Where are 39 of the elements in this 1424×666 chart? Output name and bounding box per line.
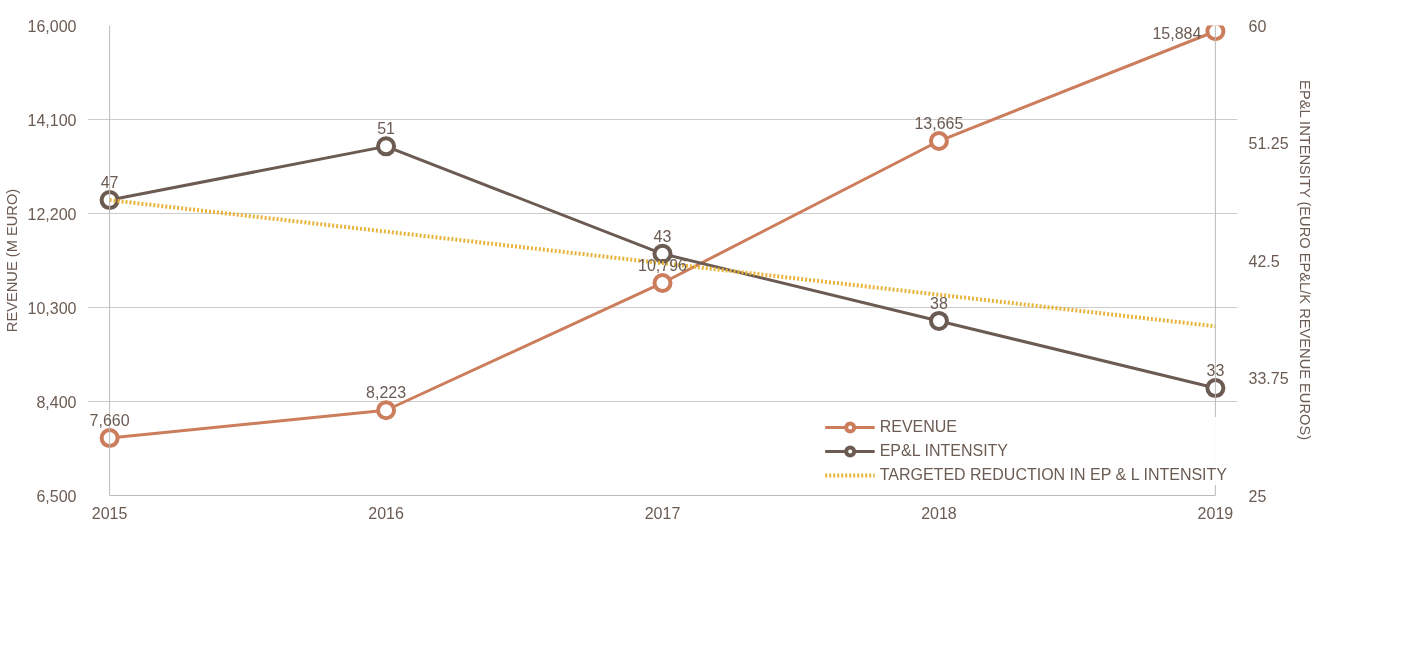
point: [928, 131, 949, 152]
y-axis-title: REVENUE (M EURO): [3, 188, 20, 333]
data-label: 13,665: [914, 115, 964, 133]
y-tick-label: 14,100: [27, 111, 77, 129]
data-label: 10,796: [638, 256, 688, 274]
data-label: 15,884: [1152, 25, 1202, 43]
x-tick-label: 2016: [368, 504, 404, 522]
data-label: 51: [377, 120, 396, 138]
y2-tick-label: 33.75: [1248, 370, 1289, 387]
data-label: 33: [1206, 362, 1225, 380]
y2-axis-title: EP&L INTENSITY (EURO EP&L/K REVENUE EUROS): [1296, 80, 1313, 441]
point: [652, 272, 673, 293]
y-tick-label: 6,500: [36, 487, 77, 505]
point: [1205, 25, 1226, 42]
data-label: 8,223: [366, 384, 407, 402]
y2-tick-label: 60: [1248, 17, 1267, 35]
point: [376, 400, 397, 421]
data-label: 47: [100, 174, 119, 192]
y2-tick-label: 25: [1248, 487, 1267, 505]
y-tick-label: 10,300: [27, 299, 77, 317]
y-tick-label: 12,200: [27, 205, 77, 223]
legend-label: REVENUE: [879, 418, 958, 436]
y-tick-label: 8,400: [36, 393, 77, 411]
x-tick-label: 2017: [644, 504, 681, 522]
x-tick-label: 2019: [1197, 504, 1234, 522]
y2-tick-label: 42.5: [1248, 252, 1280, 270]
x-tick-label: 2018: [921, 504, 957, 522]
point: [928, 310, 949, 331]
x-tick-label: 2015: [91, 504, 128, 522]
point: [1205, 378, 1226, 399]
data-label: 7,660: [89, 412, 130, 430]
y-tick-label: 16,000: [27, 17, 77, 35]
y2-tick-label: 51.25: [1248, 135, 1289, 152]
legend-label: EP&L INTENSITY: [879, 442, 1009, 460]
data-label: 38: [930, 294, 948, 312]
legend-label: TARGETED REDUCTION IN EP & L INTENSITY: [879, 466, 1227, 484]
point: [376, 136, 397, 157]
data-label: 43: [653, 227, 672, 245]
point: [99, 428, 120, 449]
